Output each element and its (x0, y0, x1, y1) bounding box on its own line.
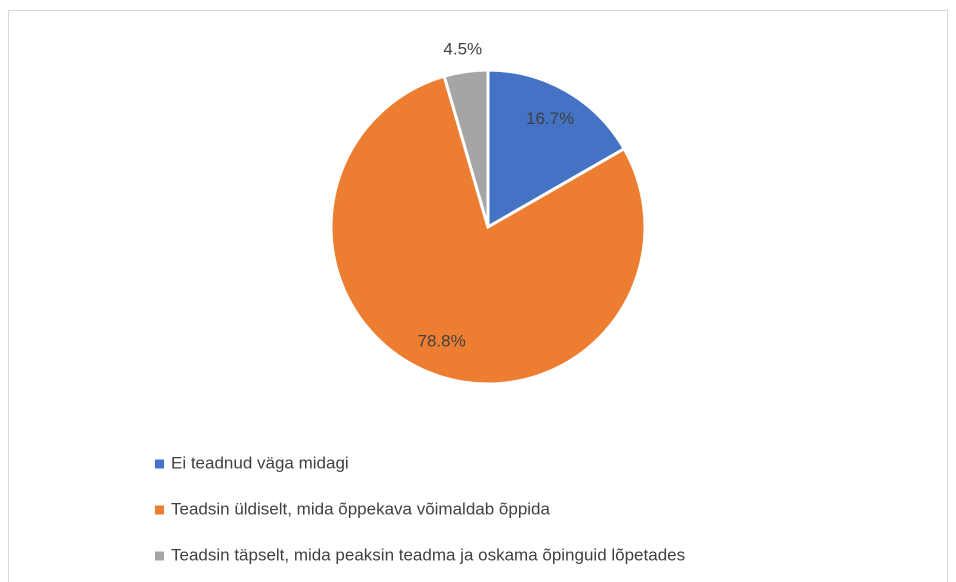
legend-swatch (155, 551, 164, 561)
pie-slice (329, 74, 647, 386)
legend-label: Ei teadnud väga midagi (171, 453, 349, 472)
data-label: 16.7% (526, 109, 574, 128)
legend-swatch (155, 505, 164, 515)
legend-swatch (155, 459, 164, 469)
data-label: 78.8% (418, 332, 466, 351)
pie-slice (442, 68, 490, 228)
legend-label: Teadsin üldiselt, mida õppekava võimalda… (171, 499, 551, 518)
pie-slice (486, 68, 627, 230)
legend-label: Teadsin täpselt, mida peaksin teadma ja … (171, 545, 685, 564)
data-label: 4.5% (443, 39, 482, 58)
